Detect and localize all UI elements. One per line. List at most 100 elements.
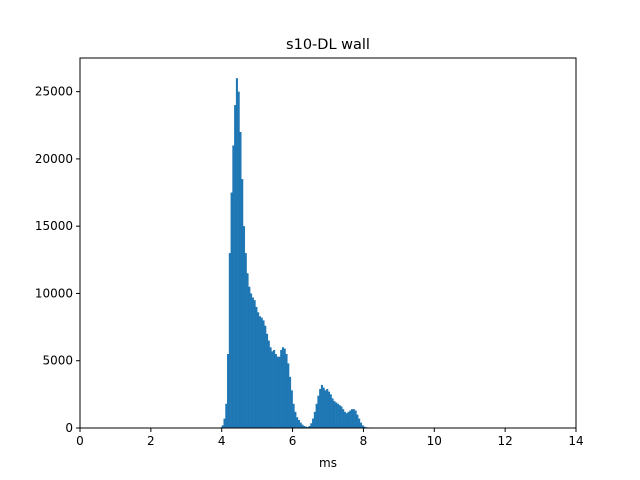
histogram-bar xyxy=(359,422,362,428)
histogram-bar xyxy=(242,226,246,428)
histogram-bar xyxy=(354,410,357,428)
histogram-bar xyxy=(299,422,302,428)
x-tick-label: 0 xyxy=(76,434,84,448)
histogram-bar xyxy=(285,354,288,428)
histogram-bar xyxy=(301,424,304,428)
histogram-bar xyxy=(342,409,345,428)
histogram-bar xyxy=(324,390,327,428)
histogram-bar xyxy=(267,340,270,428)
histogram-bar xyxy=(248,286,251,428)
histogram-bar xyxy=(351,409,354,428)
histogram-bar xyxy=(358,418,361,428)
histogram-bar xyxy=(306,426,309,428)
histogram-bar xyxy=(345,413,348,428)
histogram-bar xyxy=(264,325,267,428)
histogram-bar xyxy=(315,403,318,428)
x-tick-label: 14 xyxy=(568,434,583,448)
histogram-bar xyxy=(266,333,269,428)
histogram-bar xyxy=(283,348,286,428)
histogram-bar xyxy=(336,403,339,428)
plot-frame xyxy=(79,57,577,429)
histogram-bar xyxy=(260,317,263,428)
histogram-bar xyxy=(232,145,235,428)
histogram-bar xyxy=(356,414,359,428)
histogram-bar xyxy=(320,384,323,428)
histogram-bar xyxy=(352,409,355,428)
histogram-bar xyxy=(258,316,261,428)
histogram-bar xyxy=(237,91,240,428)
histogram-bar xyxy=(276,356,279,428)
histogram-bar xyxy=(347,411,350,428)
histogram-bar xyxy=(251,297,254,428)
x-axis-label: ms xyxy=(319,456,337,470)
histogram-bar xyxy=(328,391,331,428)
histogram-bar xyxy=(294,411,297,428)
y-tick-label: 20000 xyxy=(35,152,73,166)
histogram-bar xyxy=(304,426,308,428)
y-tick-label: 15000 xyxy=(35,219,73,233)
chart-title: s10-DL wall xyxy=(286,37,370,53)
histogram-bar xyxy=(234,105,237,428)
histogram-bar xyxy=(292,403,295,428)
histogram-bar xyxy=(363,426,366,428)
histogram-bar xyxy=(255,306,258,428)
histogram-bar xyxy=(250,293,253,428)
histogram-bar xyxy=(322,387,325,428)
histogram-bar xyxy=(331,398,334,428)
histogram-bar xyxy=(343,411,347,428)
histogram-bar xyxy=(253,300,256,428)
y-tick-label: 5000 xyxy=(42,354,73,368)
histogram-bar xyxy=(308,425,311,428)
histogram-bar xyxy=(241,179,244,428)
histogram-bar xyxy=(333,401,336,428)
histogram-bar xyxy=(244,253,247,428)
histogram-bar xyxy=(290,390,293,428)
histogram-bar xyxy=(335,402,338,428)
histogram-bar xyxy=(280,349,283,428)
histogram-bar xyxy=(326,388,329,428)
histogram-bar xyxy=(361,425,364,428)
histogram-bar xyxy=(317,395,320,428)
histogram-bar xyxy=(221,425,224,428)
histogram-bar xyxy=(262,320,265,428)
histogram-bar xyxy=(227,354,230,428)
histogram-bar xyxy=(278,356,281,428)
histogram-bar xyxy=(274,354,277,428)
x-tick-label: 12 xyxy=(498,434,513,448)
y-tick-label: 25000 xyxy=(35,85,73,99)
histogram-bar xyxy=(246,273,249,428)
histogram-bar xyxy=(303,425,306,428)
histogram-bar xyxy=(269,347,272,428)
histogram-bar xyxy=(228,253,231,428)
histogram-bar xyxy=(312,418,315,428)
histogram-bars xyxy=(219,78,394,429)
histogram-bar xyxy=(319,388,322,428)
histogram-bar xyxy=(239,132,242,428)
y-axis: 0 5000 10000 15000 20000 25000 xyxy=(35,85,80,435)
histogram-bar xyxy=(297,419,300,428)
histogram-bar xyxy=(349,410,352,428)
histogram-bar xyxy=(340,406,343,428)
histogram-bar xyxy=(296,417,299,428)
y-tick-label: 10000 xyxy=(35,286,73,300)
histogram-bar xyxy=(310,423,313,428)
histogram-bar xyxy=(329,394,332,428)
x-tick-label: 8 xyxy=(360,434,368,448)
x-axis: 0 2 4 6 8 10 12 14 xyxy=(76,428,584,448)
histogram-bar xyxy=(287,363,290,428)
histogram-bar xyxy=(235,78,238,429)
histogram-bar xyxy=(281,347,285,428)
histogram-bar xyxy=(225,403,228,428)
x-tick-label: 2 xyxy=(147,434,155,448)
y-tick-label: 0 xyxy=(65,421,73,435)
histogram-bar xyxy=(223,418,226,428)
histogram-bar xyxy=(289,376,292,428)
histogram-bar xyxy=(257,312,260,428)
x-tick-label: 6 xyxy=(289,434,297,448)
histogram-bar xyxy=(271,351,274,428)
histogram-bar xyxy=(338,405,341,428)
x-tick-label: 10 xyxy=(427,434,442,448)
histogram-bar xyxy=(273,349,276,428)
histogram-bar xyxy=(230,192,233,428)
